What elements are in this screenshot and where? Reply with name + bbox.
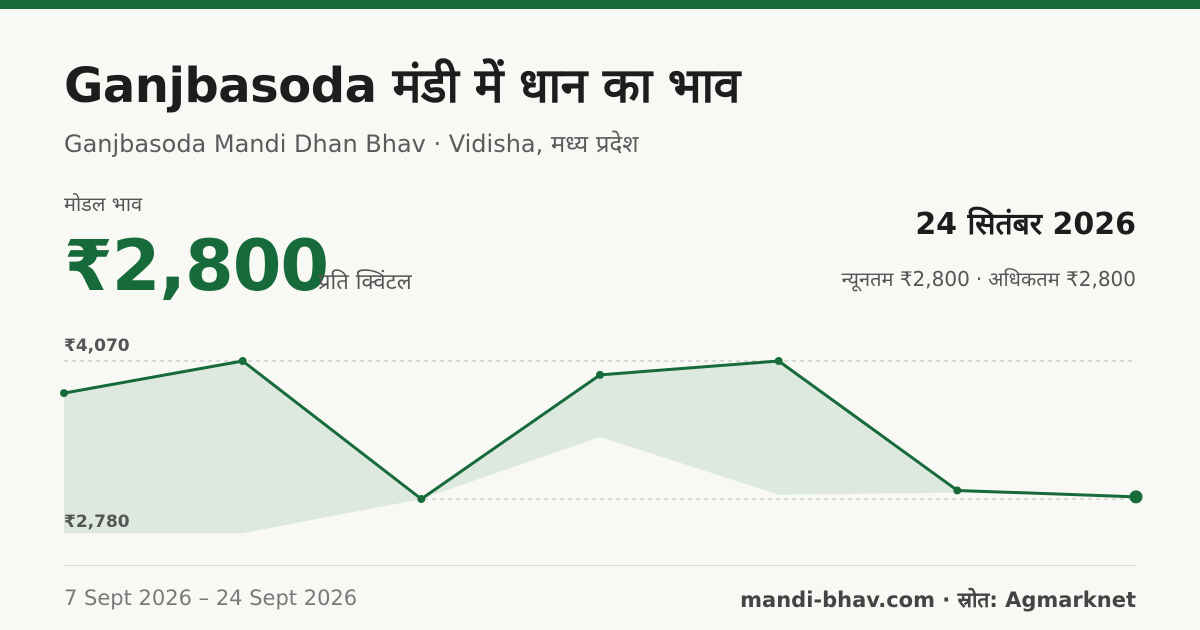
data-point — [238, 357, 247, 365]
date-range: 7 Sept 2026 – 24 Sept 2026 — [64, 586, 358, 610]
price-unit: प्रति क्विंटल — [318, 270, 412, 295]
top-accent-bar — [0, 0, 1200, 9]
price-date: 24 सितंबर 2026 — [915, 207, 1136, 242]
price-trend-chart: ₹4,070 ₹2,780 — [60, 336, 1143, 534]
y-tick-label-max: ₹4,070 — [64, 336, 130, 356]
data-point — [774, 357, 783, 365]
price-range-band — [64, 361, 1136, 534]
min-max-separator: · — [975, 267, 983, 291]
data-point — [953, 486, 962, 495]
data-point — [596, 370, 604, 379]
y-tick-label-min: ₹2,780 — [64, 512, 130, 532]
data-point — [417, 495, 426, 503]
footer-divider — [64, 565, 1136, 566]
page-title: Ganjbasoda मंडी में धान का भाव — [64, 58, 740, 114]
data-point — [1129, 490, 1143, 504]
source-credit: mandi-bhav.com · स्रोत: Agmarknet — [740, 588, 1136, 612]
data-point — [60, 389, 68, 398]
max-price: अधिकतम ₹2,800 — [988, 267, 1136, 291]
modal-price-value: ₹2,800 — [64, 225, 329, 307]
modal-price-label: मोडल भाव — [64, 192, 143, 216]
min-max-summary: न्यूनतम ₹2,800 · अधिकतम ₹2,800 — [842, 265, 1137, 292]
page-subtitle: Ganjbasoda Mandi Dhan Bhav · Vidisha, मध… — [64, 130, 639, 158]
min-price: न्यूनतम ₹2,800 — [841, 267, 970, 291]
